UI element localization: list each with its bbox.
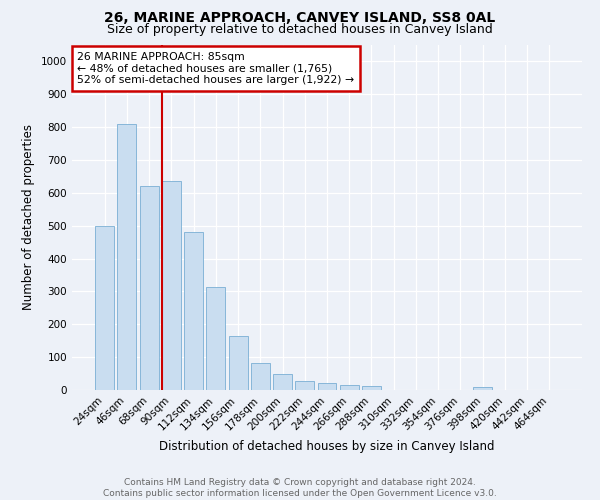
- Bar: [273, 374, 292, 390]
- Y-axis label: Number of detached properties: Number of detached properties: [22, 124, 35, 310]
- Bar: [362, 386, 381, 390]
- Bar: [162, 182, 181, 390]
- Text: Size of property relative to detached houses in Canvey Island: Size of property relative to detached ho…: [107, 22, 493, 36]
- Bar: [95, 226, 114, 390]
- Bar: [295, 381, 314, 390]
- Text: 26 MARINE APPROACH: 85sqm
← 48% of detached houses are smaller (1,765)
52% of se: 26 MARINE APPROACH: 85sqm ← 48% of detac…: [77, 52, 354, 85]
- Bar: [206, 286, 225, 390]
- Bar: [118, 124, 136, 390]
- Text: Contains HM Land Registry data © Crown copyright and database right 2024.
Contai: Contains HM Land Registry data © Crown c…: [103, 478, 497, 498]
- Bar: [340, 385, 359, 390]
- X-axis label: Distribution of detached houses by size in Canvey Island: Distribution of detached houses by size …: [159, 440, 495, 453]
- Bar: [473, 386, 492, 390]
- Bar: [184, 232, 203, 390]
- Bar: [229, 336, 248, 390]
- Bar: [251, 363, 270, 390]
- Text: 26, MARINE APPROACH, CANVEY ISLAND, SS8 0AL: 26, MARINE APPROACH, CANVEY ISLAND, SS8 …: [104, 11, 496, 25]
- Bar: [140, 186, 158, 390]
- Bar: [317, 383, 337, 390]
